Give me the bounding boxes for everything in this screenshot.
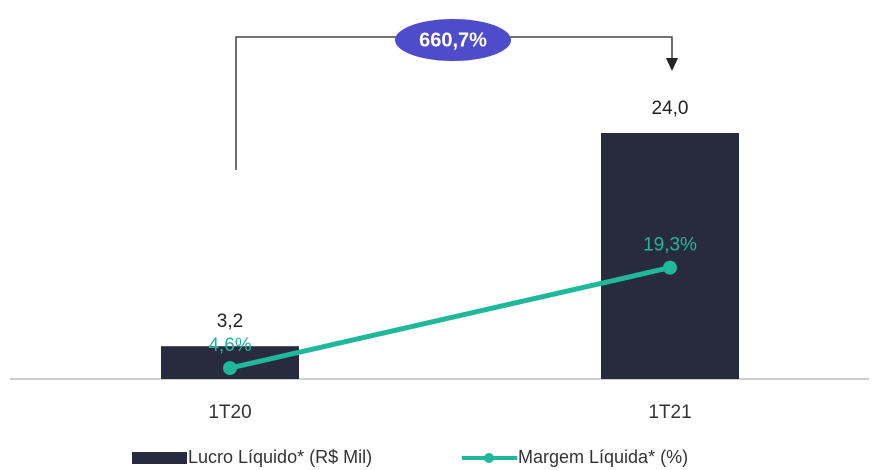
line-value-label: 19,3% xyxy=(643,235,697,256)
line-marker xyxy=(663,260,677,275)
legend-swatch xyxy=(132,452,187,464)
bar-value-label: 24,0 xyxy=(652,98,689,119)
line-marker xyxy=(223,361,237,376)
line-value-label: 4,6% xyxy=(208,335,251,356)
annotation-badge xyxy=(395,19,511,61)
x-tick-label: 1T21 xyxy=(648,402,691,423)
legend-marker xyxy=(484,453,494,463)
legend-label: Lucro Líquido* (R$ Mil) xyxy=(188,447,372,467)
legend-label: Margem Líquida* (%) xyxy=(518,447,688,467)
bar xyxy=(601,133,739,379)
arrow-head xyxy=(666,58,678,71)
annotation-text: 660,7% xyxy=(419,29,487,51)
x-tick-label: 1T20 xyxy=(208,402,251,423)
line xyxy=(229,265,671,371)
bar-value-label: 3,2 xyxy=(217,311,243,332)
